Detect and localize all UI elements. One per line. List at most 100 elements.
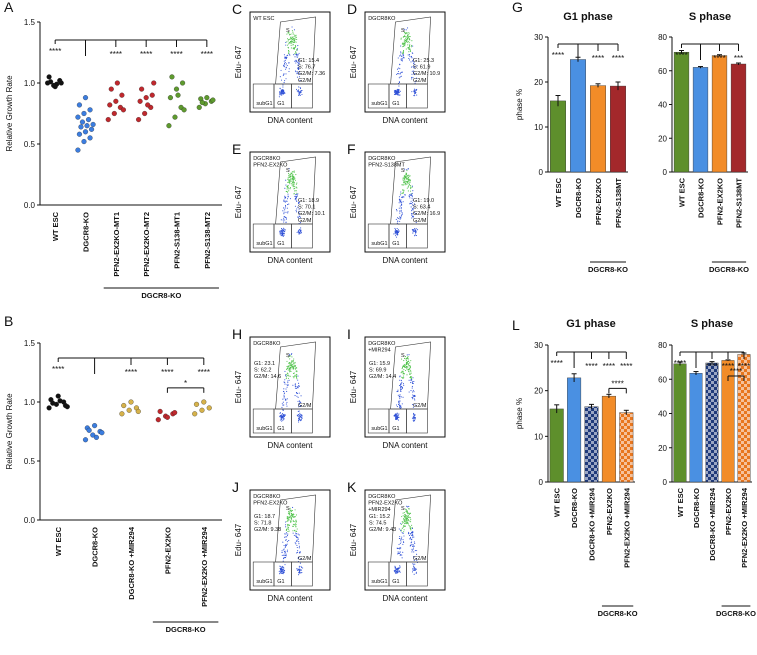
cell-dot xyxy=(285,373,287,375)
cell-dot xyxy=(413,564,415,566)
cell-dot xyxy=(295,36,298,38)
cell-dot xyxy=(284,57,286,59)
cell-dot xyxy=(296,38,298,41)
cell-dot xyxy=(409,48,411,50)
cell-dot xyxy=(293,377,295,379)
cell-dot xyxy=(298,547,300,549)
cell-dot xyxy=(410,544,412,546)
cell-dot xyxy=(294,542,296,544)
cell-dot xyxy=(295,199,297,201)
cell-dot xyxy=(398,551,400,553)
cell-dot xyxy=(415,571,417,573)
cell-dot xyxy=(290,180,292,182)
cell-dot xyxy=(297,206,299,208)
cell-dot xyxy=(401,554,403,556)
cell-dot xyxy=(289,515,291,518)
data-point xyxy=(126,407,132,413)
cell-dot xyxy=(400,199,402,201)
y-tick-label: 0.5 xyxy=(24,457,36,466)
cell-dot xyxy=(400,539,402,541)
gate-s xyxy=(390,341,431,410)
cell-dot xyxy=(397,93,399,96)
cell-dot xyxy=(401,368,403,370)
cell-dot xyxy=(409,545,411,547)
cell-dot xyxy=(410,381,412,384)
data-point xyxy=(76,102,82,108)
cell-dot xyxy=(411,202,414,204)
cell-dot xyxy=(412,230,414,232)
cell-dot xyxy=(289,367,292,369)
cell-dot xyxy=(413,212,416,214)
cell-dot xyxy=(294,195,296,197)
cell-dot xyxy=(401,58,404,60)
x-axis-label: DNA content xyxy=(383,256,429,265)
cell-dot xyxy=(293,372,295,374)
cell-dot xyxy=(407,186,409,188)
cell-dot xyxy=(405,184,407,186)
cell-dot xyxy=(399,55,401,57)
cell-dot xyxy=(397,217,400,219)
cell-dot xyxy=(407,40,409,43)
panel-letter: H xyxy=(232,326,242,342)
data-point xyxy=(149,92,155,98)
cell-dot xyxy=(402,179,404,181)
cell-dot xyxy=(286,543,288,545)
cell-dot xyxy=(284,379,286,381)
cell-dot xyxy=(403,531,405,533)
cell-dot xyxy=(413,205,415,207)
panel-letter: I xyxy=(347,326,351,342)
cell-dot xyxy=(298,59,300,61)
cell-dot xyxy=(287,195,289,197)
cell-dot xyxy=(295,174,297,176)
cell-dot xyxy=(411,40,413,42)
cell-dot xyxy=(297,203,300,205)
cell-dot xyxy=(399,395,401,397)
x-tick-label: PFN2-EX2KO +MIR294 xyxy=(622,487,631,568)
cell-dot xyxy=(404,36,406,38)
cell-dot xyxy=(296,569,298,571)
cell-dot xyxy=(288,32,290,34)
cell-dot xyxy=(296,533,298,535)
cell-dot xyxy=(409,55,411,57)
cell-dot xyxy=(283,230,285,232)
cell-dot xyxy=(288,512,290,514)
cell-dot xyxy=(296,530,298,532)
cell-dot xyxy=(413,380,415,383)
cell-dot xyxy=(285,545,287,547)
cell-dot xyxy=(291,30,293,32)
cell-dot xyxy=(396,91,398,93)
cell-dot xyxy=(288,68,290,70)
data-point xyxy=(105,117,111,123)
cell-dot xyxy=(279,93,281,95)
data-point xyxy=(107,102,113,108)
cell-dot xyxy=(405,363,407,366)
stat-label: G2/M: 14.4 xyxy=(369,374,396,380)
x-tick-label: DGCR8-KO xyxy=(574,178,583,218)
cell-dot xyxy=(411,538,413,540)
cell-dot xyxy=(406,183,408,185)
cell-dot xyxy=(295,535,297,537)
cell-dot xyxy=(296,370,298,372)
sample-label: PFN2-S138MT xyxy=(368,163,405,169)
cell-dot xyxy=(403,179,406,181)
cell-dot xyxy=(298,418,300,421)
cell-dot xyxy=(299,569,301,571)
cell-dot xyxy=(283,415,285,417)
cell-dot xyxy=(412,209,414,211)
cell-dot xyxy=(400,407,402,409)
gate-subg1 xyxy=(367,83,390,109)
gate-label: G1 xyxy=(392,241,399,247)
cell-dot xyxy=(292,185,294,187)
cell-dot xyxy=(407,523,409,525)
cell-dot xyxy=(294,41,296,43)
cell-dot xyxy=(293,366,295,369)
cell-dot xyxy=(288,540,290,542)
cell-dot xyxy=(301,566,303,569)
cell-dot xyxy=(412,530,414,532)
cell-dot xyxy=(293,365,295,368)
cell-dot xyxy=(289,354,291,356)
data-point xyxy=(119,92,125,98)
cell-dot xyxy=(411,214,413,216)
data-point xyxy=(120,107,126,113)
data-point xyxy=(82,129,89,135)
